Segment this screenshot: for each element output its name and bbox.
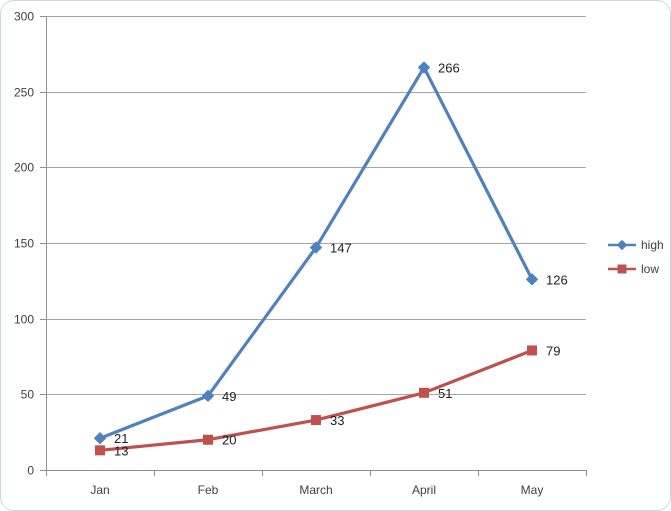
- y-axis-tick-label: 250: [14, 86, 34, 100]
- data-point-marker-high: [417, 61, 431, 74]
- x-axis-category-label: Jan: [90, 483, 109, 497]
- data-point-marker-low: [527, 345, 537, 356]
- data-label-high: 147: [330, 241, 352, 256]
- legend-label-high: high: [641, 238, 664, 252]
- data-label-high: 49: [222, 389, 236, 404]
- data-label-low: 79: [546, 343, 560, 358]
- legend-marker-high: [616, 239, 628, 251]
- data-point-marker-high: [525, 273, 539, 286]
- data-label-high: 21: [114, 431, 128, 446]
- data-point-marker-high: [93, 432, 107, 445]
- y-axis-tick-label: 0: [27, 464, 34, 478]
- x-axis-category-label: Feb: [198, 483, 219, 497]
- data-point-marker-high: [309, 241, 323, 254]
- y-axis-tick-label: 50: [21, 388, 35, 402]
- data-point-marker-low: [95, 445, 105, 456]
- data-label-low: 33: [330, 413, 344, 428]
- data-label-low: 13: [114, 443, 128, 458]
- data-point-marker-low: [203, 434, 213, 445]
- data-label-low: 20: [222, 433, 236, 448]
- legend-label-low: low: [641, 262, 659, 276]
- x-axis-category-label: May: [521, 483, 544, 497]
- data-point-marker-low: [419, 387, 429, 398]
- y-axis-tick-label: 150: [14, 237, 34, 251]
- x-axis-category-label: March: [299, 483, 332, 497]
- x-axis-category-label: April: [412, 483, 436, 497]
- data-point-marker-low: [311, 415, 321, 426]
- y-axis-tick-label: 300: [14, 10, 34, 24]
- series-line-low: [98, 348, 534, 452]
- y-axis-tick-label: 100: [14, 313, 34, 327]
- y-axis-tick-label: 200: [14, 161, 34, 175]
- data-label-high: 126: [546, 272, 568, 287]
- data-label-low: 51: [438, 386, 452, 401]
- data-label-high: 266: [438, 60, 460, 75]
- data-point-marker-high: [201, 389, 215, 403]
- legend-marker-low: [617, 264, 627, 274]
